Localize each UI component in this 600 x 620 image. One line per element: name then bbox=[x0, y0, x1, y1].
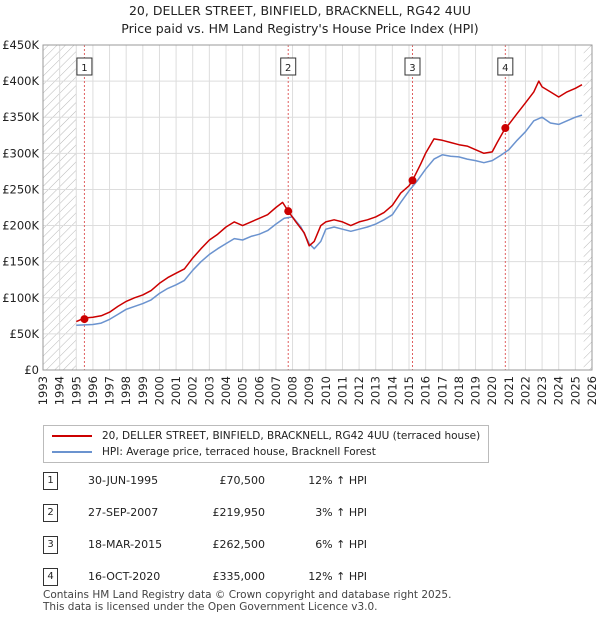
y-tick-label: £150K bbox=[2, 255, 39, 269]
x-tick-label: 2014 bbox=[385, 376, 399, 405]
x-tick-label: 1994 bbox=[53, 376, 67, 405]
y-tick-label: £250K bbox=[2, 182, 39, 196]
sale-date: 16-OCT-2020 bbox=[88, 570, 161, 583]
x-tick-label: 2000 bbox=[152, 376, 166, 405]
legend-label-property: 20, DELLER STREET, BINFIELD, BRACKNELL, … bbox=[102, 430, 481, 442]
footer-licence: This data is licensed under the Open Gov… bbox=[43, 601, 378, 613]
sale-number-badge: 3 bbox=[43, 536, 58, 554]
x-tick-label: 2013 bbox=[369, 376, 383, 405]
x-tick-label: 2023 bbox=[535, 376, 549, 405]
legend-swatch-hpi bbox=[52, 451, 92, 453]
sale-label-text: 3 bbox=[409, 63, 415, 74]
sale-price: £335,000 bbox=[212, 570, 266, 583]
x-tick-label: 2021 bbox=[502, 376, 516, 405]
legend-item-property: 20, DELLER STREET, BINFIELD, BRACKNELL, … bbox=[52, 428, 480, 444]
title-line-2: Price paid vs. HM Land Registry's House … bbox=[121, 21, 479, 36]
x-tick-label: 2003 bbox=[202, 376, 216, 405]
sale-price: £262,500 bbox=[212, 538, 266, 551]
x-tick-label: 2002 bbox=[186, 376, 200, 405]
sale-label-text: 2 bbox=[285, 63, 291, 74]
x-tick-label: 2026 bbox=[585, 376, 599, 405]
x-tick-label: 2001 bbox=[169, 376, 183, 405]
x-tick-label: 2024 bbox=[552, 376, 566, 405]
sale-date: 18-MAR-2015 bbox=[88, 538, 163, 551]
title-line-1: 20, DELLER STREET, BINFIELD, BRACKNELL, … bbox=[128, 3, 472, 18]
hatched-region-after bbox=[583, 45, 592, 370]
sale-number-badge: 1 bbox=[43, 472, 58, 490]
x-tick-label: 1993 bbox=[36, 376, 50, 405]
legend-label-hpi: HPI: Average price, terraced house, Brac… bbox=[102, 446, 376, 458]
x-tick-label: 2006 bbox=[252, 376, 266, 405]
x-tick-label: 2012 bbox=[352, 376, 366, 405]
sale-point bbox=[80, 315, 89, 324]
x-tick-label: 2011 bbox=[335, 376, 349, 405]
hpi-series-line bbox=[76, 114, 583, 326]
y-tick-label: £400K bbox=[2, 74, 39, 88]
x-tick-label: 2016 bbox=[419, 376, 433, 405]
x-tick-label: 2015 bbox=[402, 376, 416, 405]
sale-label-box bbox=[497, 57, 514, 76]
sale-row-4: 4 16-OCT-2020 £335,000 12% ↑ HPI bbox=[43, 568, 443, 588]
sale-number-badge: 2 bbox=[43, 504, 58, 522]
y-tick-label: £0 bbox=[24, 363, 39, 377]
sale-price: £219,950 bbox=[212, 506, 266, 519]
x-tick-label: 2005 bbox=[236, 376, 250, 405]
legend: 20, DELLER STREET, BINFIELD, BRACKNELL, … bbox=[43, 425, 489, 463]
x-tick-label: 2010 bbox=[319, 376, 333, 405]
sale-date: 30-JUN-1995 bbox=[88, 474, 159, 487]
sale-label-box bbox=[76, 57, 93, 76]
x-tick-label: 1995 bbox=[69, 376, 83, 405]
x-tick-label: 2004 bbox=[219, 376, 233, 405]
sale-hpi-change: 6% ↑ HPI bbox=[315, 538, 367, 551]
sale-row-2: 2 27-SEP-2007 £219,950 3% ↑ HPI bbox=[43, 504, 443, 524]
y-tick-label: £450K bbox=[2, 38, 39, 52]
sale-point bbox=[501, 124, 510, 133]
legend-item-hpi: HPI: Average price, terraced house, Brac… bbox=[52, 444, 376, 460]
legend-swatch-property bbox=[52, 435, 92, 437]
sale-point bbox=[408, 176, 417, 185]
x-tick-label: 2007 bbox=[269, 376, 283, 405]
x-tick-label: 1999 bbox=[136, 376, 150, 405]
chart-title: 20, DELLER STREET, BINFIELD, BRACKNELL, … bbox=[0, 2, 600, 38]
x-tick-label: 1997 bbox=[103, 376, 117, 405]
sale-number-badge: 4 bbox=[43, 568, 58, 586]
plot-border bbox=[42, 44, 593, 371]
x-tick-label: 2019 bbox=[469, 376, 483, 405]
price-chart: £0 £50K £100K £150K £200K £250K £300K £350K £400… bbox=[2, 38, 599, 405]
sale-label-text: 4 bbox=[502, 63, 508, 74]
sale-row-1: 1 30-JUN-1995 £70,500 12% ↑ HPI bbox=[43, 472, 443, 492]
x-tick-label: 2020 bbox=[485, 376, 499, 405]
sale-row-3: 3 18-MAR-2015 £262,500 6% ↑ HPI bbox=[43, 536, 443, 556]
x-tick-label: 2008 bbox=[286, 376, 300, 405]
sale-point bbox=[284, 207, 293, 216]
sale-label-box bbox=[280, 57, 297, 76]
sale-hpi-change: 12% ↑ HPI bbox=[308, 474, 367, 487]
y-tick-label: £200K bbox=[2, 219, 39, 233]
sale-label-box bbox=[404, 57, 421, 76]
y-tick-label: £50K bbox=[10, 327, 40, 341]
y-tick-label: £100K bbox=[2, 291, 39, 305]
x-tick-label: 1996 bbox=[86, 376, 100, 405]
x-tick-label: 2018 bbox=[452, 376, 466, 405]
x-tick-label: 1998 bbox=[119, 376, 133, 405]
x-tick-label: 2017 bbox=[435, 376, 449, 405]
y-tick-label: £350K bbox=[2, 110, 39, 124]
sale-hpi-change: 3% ↑ HPI bbox=[315, 506, 367, 519]
sale-label-text: 1 bbox=[81, 63, 87, 74]
x-tick-label: 2022 bbox=[518, 376, 532, 405]
y-tick-label: £300K bbox=[2, 146, 39, 160]
sale-date: 27-SEP-2007 bbox=[88, 506, 159, 519]
sale-price: £70,500 bbox=[219, 474, 266, 487]
x-tick-label: 2025 bbox=[568, 376, 582, 405]
sale-hpi-change: 12% ↑ HPI bbox=[308, 570, 367, 583]
x-tick-label: 2009 bbox=[302, 376, 316, 405]
footer: Contains HM Land Registry data © Crown c… bbox=[43, 589, 451, 613]
footer-copyright: Contains HM Land Registry data © Crown c… bbox=[43, 589, 452, 601]
plot-area bbox=[43, 45, 592, 370]
